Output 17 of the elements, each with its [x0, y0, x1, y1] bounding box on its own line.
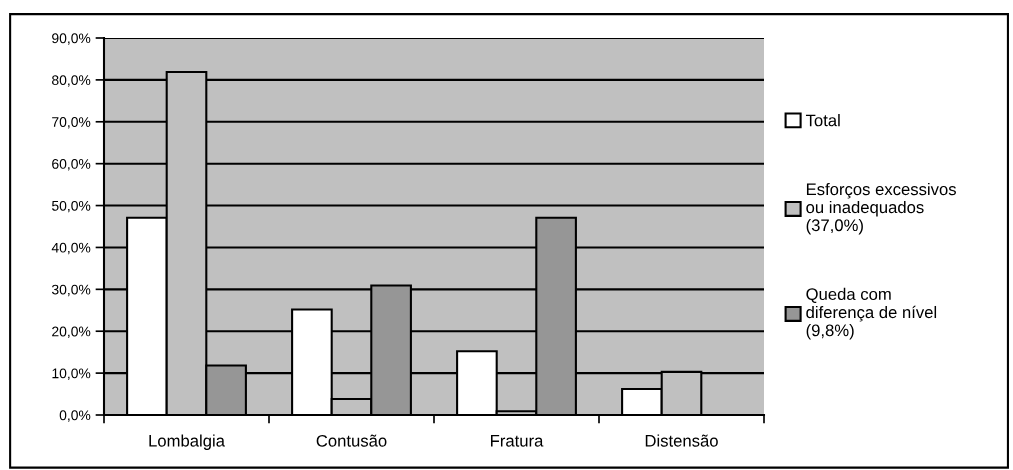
y-tick-label: 0,0%: [59, 410, 91, 422]
y-tick-label: 60,0%: [52, 159, 91, 171]
x-tick-label: Fratura: [491, 435, 544, 447]
y-tick-label: 40,0%: [51, 242, 91, 255]
y-tick-label: 80,0%: [52, 75, 91, 87]
y-tick-label: 20,0%: [52, 326, 91, 339]
legend-label: Esforços excessivos ou inadequados (37,0%): [806, 182, 956, 235]
y-tick-label: 30,0%: [51, 284, 91, 297]
y-tick-label: 50,0%: [51, 200, 91, 213]
x-tick-label: Distensão: [645, 434, 718, 447]
y-tick-label: 10,0%: [52, 368, 91, 380]
x-tick-label: Lombalgia: [149, 434, 225, 450]
legend-label: Total: [805, 114, 840, 127]
y-tick-label: 70,0%: [52, 117, 91, 129]
x-tick-label: Contusão: [316, 434, 387, 447]
legend-label: Queda com diferença de nível (9,8%): [806, 287, 937, 340]
y-tick-label: 90,0%: [52, 33, 91, 45]
